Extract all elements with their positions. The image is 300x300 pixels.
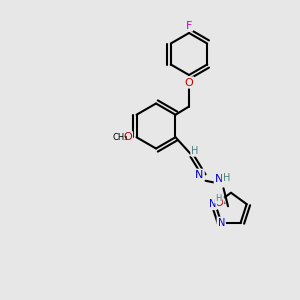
Text: H: H — [223, 173, 230, 183]
Text: CH₃: CH₃ — [112, 133, 128, 142]
Text: N: N — [208, 199, 216, 209]
Text: H: H — [215, 194, 221, 203]
Text: F: F — [186, 20, 192, 31]
Text: N: N — [195, 170, 204, 180]
Text: N: N — [218, 218, 225, 228]
Text: O: O — [214, 198, 224, 208]
Text: N: N — [215, 174, 223, 184]
Text: O: O — [184, 77, 194, 88]
Text: H: H — [191, 146, 199, 156]
Text: O: O — [123, 132, 132, 142]
